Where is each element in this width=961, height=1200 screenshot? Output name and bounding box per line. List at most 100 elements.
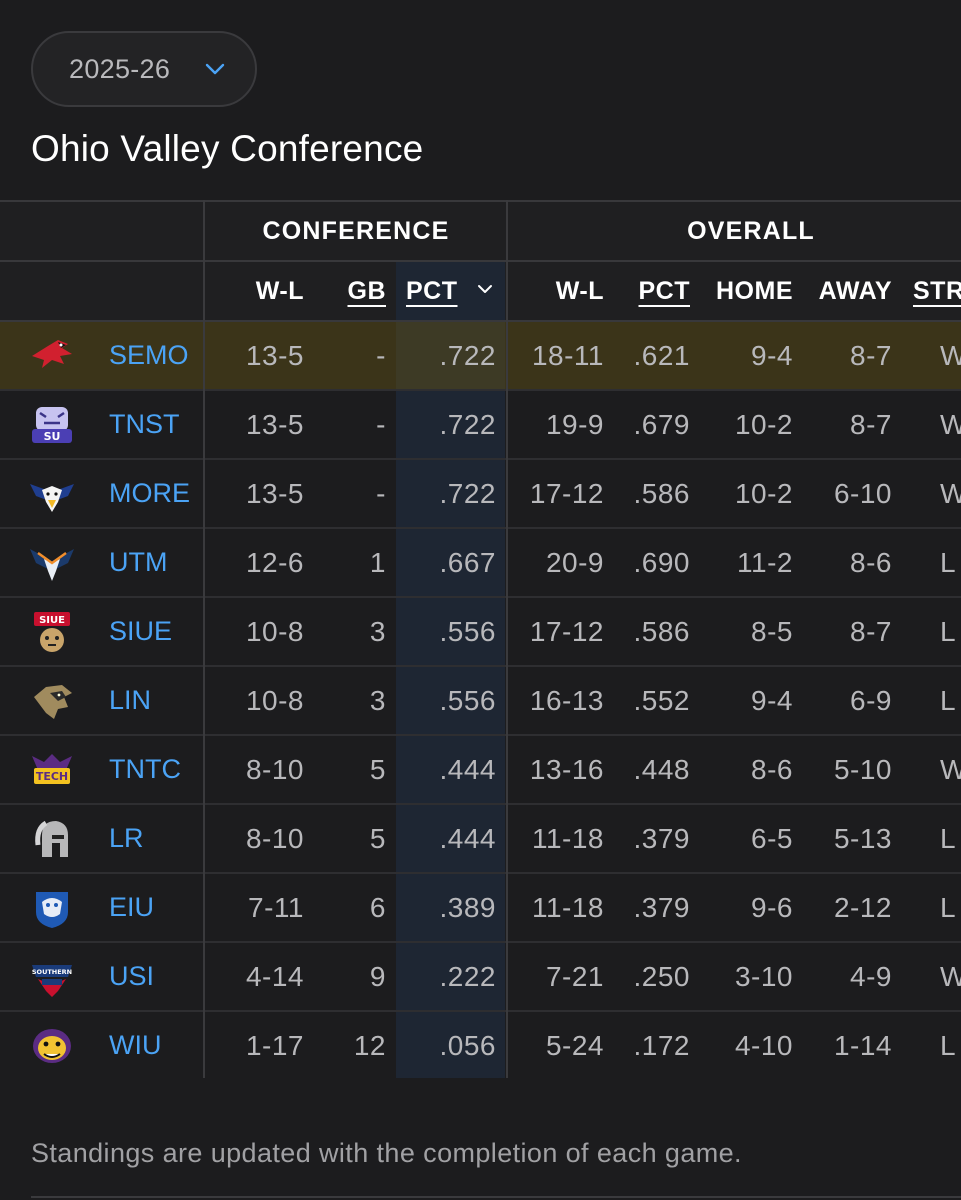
gb-cell: 3 [369, 685, 386, 716]
team-link[interactable]: LIN [109, 685, 152, 715]
overall-pct-cell: .679 [633, 409, 690, 440]
streak-cell: L [940, 1030, 957, 1061]
svg-text:TECH: TECH [36, 770, 68, 783]
conf-pct-cell: .722 [439, 409, 496, 440]
overall-pct-header[interactable]: PCT [638, 277, 690, 305]
streak-cell: W [940, 961, 961, 992]
conf-pct-cell: .722 [439, 340, 496, 371]
gb-cell: 5 [369, 823, 386, 854]
team-link[interactable]: MORE [109, 478, 190, 508]
screaming-eagle-logo: SOUTHERN [32, 965, 72, 997]
conf-wl-cell: 12-6 [245, 547, 304, 578]
overall-wl-header: W-L [555, 277, 604, 305]
home-cell: 8-5 [751, 616, 793, 647]
streak-cell: W [940, 340, 961, 371]
svg-text:SIUE: SIUE [39, 615, 65, 626]
conf-wl-cell: 7-11 [248, 892, 304, 923]
team-row-lr[interactable]: LR 8-10 5 .444 11-18 .379 6-5 5-13 L [0, 805, 961, 874]
pct-column-bg [396, 391, 505, 458]
footer-divider [31, 1196, 961, 1198]
team-link[interactable]: WIU [109, 1030, 162, 1060]
conf-pct-header[interactable]: PCT [406, 262, 498, 320]
team-row-lin[interactable]: LIN 10-8 3 .556 16-13 .552 9-4 6-9 L [0, 667, 961, 736]
golden-eagle-logo: TECH [32, 754, 72, 784]
streak-cell: W [940, 478, 961, 509]
conf-pct-cell: .444 [439, 754, 496, 785]
lion-logo [34, 685, 72, 719]
gb-cell: 5 [369, 754, 386, 785]
conf-wl-cell: 13-5 [245, 409, 304, 440]
overall-pct-cell: .250 [633, 961, 690, 992]
away-cell: 5-13 [833, 823, 892, 854]
overall-wl-cell: 19-9 [545, 409, 604, 440]
streak-cell: L [940, 685, 957, 716]
overall-wl-cell: 7-21 [545, 961, 604, 992]
team-row-wiu[interactable]: WIU 1-17 12 .056 5-24 .172 4-10 1-14 L [0, 1012, 961, 1078]
conf-wl-cell: 13-5 [245, 340, 304, 371]
overall-group-header: OVERALL [687, 217, 815, 245]
away-cell: 2-12 [833, 892, 892, 923]
team-row-tnst[interactable]: SU TNST 13-5 - .722 19-9 .679 10-2 8-7 W [0, 391, 961, 460]
gb-cell: 1 [369, 547, 386, 578]
overall-wl-cell: 17-12 [529, 616, 604, 647]
overall-pct-cell: .621 [633, 340, 690, 371]
team-row-siue[interactable]: SIUE SIUE 10-8 3 .556 17-12 .586 8-5 8-7 L [0, 598, 961, 667]
overall-wl-cell: 11-18 [531, 823, 604, 854]
streak-cell: L [940, 547, 957, 578]
gb-header[interactable]: GB [347, 277, 386, 305]
overall-wl-cell: 11-18 [531, 892, 604, 923]
home-header: HOME [716, 277, 793, 305]
chevron-down-icon [205, 63, 225, 75]
group-header-row: CONFERENCE OVERALL [0, 200, 961, 260]
team-link[interactable]: SIUE [109, 616, 173, 646]
overall-wl-cell: 5-24 [545, 1030, 604, 1061]
away-cell: 5-10 [833, 754, 892, 785]
skyhawk-logo [30, 549, 74, 581]
team-row-semo[interactable]: SEMO 13-5 - .722 18-11 .621 9-4 8-7 W [0, 322, 961, 391]
team-row-usi[interactable]: SOUTHERN USI 4-14 9 .222 7-21 .250 3-10 4-9 W [0, 943, 961, 1012]
streak-header[interactable]: STR [913, 277, 961, 305]
gb-cell: - [376, 340, 386, 371]
gb-cell: - [376, 478, 386, 509]
gb-cell: 12 [353, 1030, 386, 1061]
team-link[interactable]: USI [109, 961, 155, 991]
home-cell: 9-4 [751, 685, 793, 716]
season-dropdown[interactable]: 2025-26 [31, 31, 257, 107]
team-link[interactable]: TNTC [109, 754, 181, 784]
home-cell: 3-10 [734, 961, 793, 992]
cougar-logo: SIUE [34, 612, 70, 652]
gb-cell: 9 [369, 961, 386, 992]
team-row-more[interactable]: MORE 13-5 - .722 17-12 .586 10-2 6-10 W [0, 460, 961, 529]
team-row-tntc[interactable]: TECH TNTC 8-10 5 .444 13-16 .448 8-6 5-10 W [0, 736, 961, 805]
conference-title: Ohio Valley Conference [31, 128, 424, 169]
overall-pct-cell: .586 [633, 616, 690, 647]
streak-cell: L [940, 892, 957, 923]
team-row-utm[interactable]: UTM 12-6 1 .667 20-9 .690 11-2 8-6 L [0, 529, 961, 598]
bulldog-logo [33, 1029, 71, 1063]
team-link[interactable]: LR [109, 823, 144, 853]
conf-wl-cell: 8-10 [245, 823, 304, 854]
team-link[interactable]: UTM [109, 547, 168, 577]
team-link[interactable]: EIU [109, 892, 155, 922]
away-cell: 8-7 [850, 340, 892, 371]
away-cell: 8-6 [850, 547, 892, 578]
conf-pct-cell: .056 [439, 1030, 496, 1061]
away-header: AWAY [818, 277, 892, 305]
home-cell: 11-2 [737, 547, 793, 578]
conf-pct-cell: .722 [439, 478, 496, 509]
team-row-eiu[interactable]: EIU 7-11 6 .389 11-18 .379 9-6 2-12 L [0, 874, 961, 943]
away-cell: 1-14 [833, 1030, 892, 1061]
conf-wl-cell: 4-14 [245, 961, 304, 992]
home-cell: 8-6 [751, 754, 793, 785]
team-link[interactable]: SEMO [109, 340, 189, 370]
overall-pct-cell: .448 [633, 754, 690, 785]
conference-overall-divider [506, 200, 508, 1078]
home-cell: 10-2 [734, 478, 793, 509]
team-link[interactable]: TNST [109, 409, 180, 439]
away-cell: 8-7 [850, 616, 892, 647]
overall-pct-cell: .690 [633, 547, 690, 578]
standings-update-note: Standings are updated with the completio… [31, 1138, 742, 1168]
conf-wl-cell: 1-17 [245, 1030, 304, 1061]
streak-cell: L [940, 823, 957, 854]
home-cell: 9-6 [751, 892, 793, 923]
